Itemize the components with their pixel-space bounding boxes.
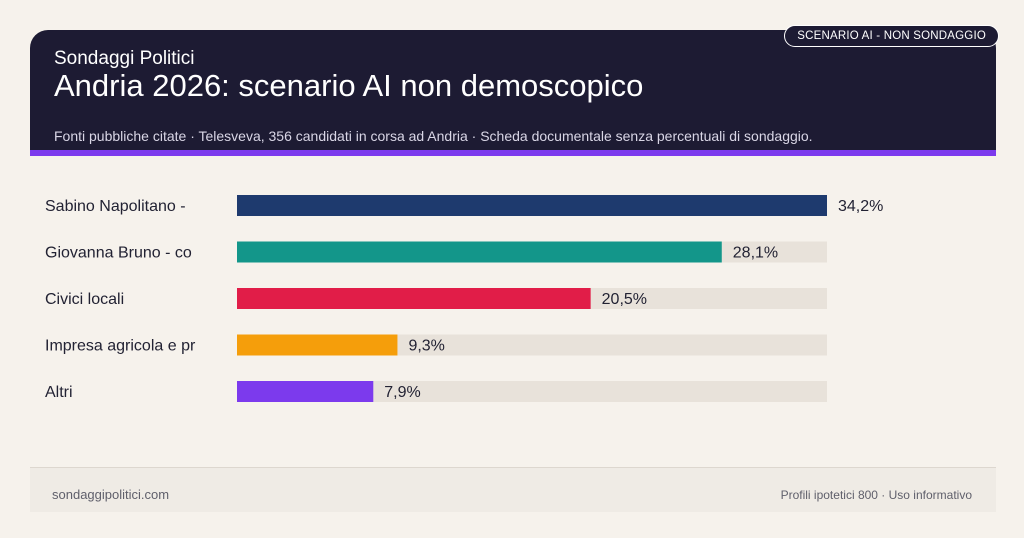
footer: sondaggipolitici.com Profili ipotetici 8…	[30, 467, 996, 512]
value-label: 7,9%	[384, 384, 420, 401]
bar-track	[237, 381, 827, 402]
category-label: Sabino Napolitano -	[45, 198, 186, 215]
value-label: 28,1%	[733, 245, 778, 262]
bar	[237, 381, 374, 402]
page-title: Andria 2026: scenario AI non demoscopico	[54, 68, 644, 103]
category-label: Giovanna Bruno - co	[45, 245, 192, 262]
page-subtitle: Fonti pubbliche citate · Telesveva, 356 …	[54, 128, 813, 144]
category-label: Altri	[45, 384, 73, 401]
bar	[237, 195, 827, 216]
bar	[237, 334, 398, 356]
category-label: Civici locali	[45, 291, 124, 308]
bar	[237, 288, 591, 309]
bar-chart: Sabino Napolitano - 34,2% Giovanna Bruno -…	[45, 195, 883, 402]
footer-site: sondaggipolitici.com	[52, 487, 170, 502]
category-label: Impresa agricola e pr	[45, 338, 196, 355]
value-label: 20,5%	[602, 291, 647, 308]
brand-name: Sondaggi Politici	[54, 48, 195, 69]
bar	[237, 241, 722, 263]
footer-note: Profili ipotetici 800 · Uso informativo	[780, 488, 972, 502]
value-label: 9,3%	[408, 338, 444, 355]
header-banner: SCENARIO AI - NON SONDAGGIO Sondaggi Pol…	[30, 25, 999, 156]
scenario-badge: SCENARIO AI - NON SONDAGGIO	[784, 25, 999, 47]
value-label: 34,2%	[838, 198, 883, 215]
